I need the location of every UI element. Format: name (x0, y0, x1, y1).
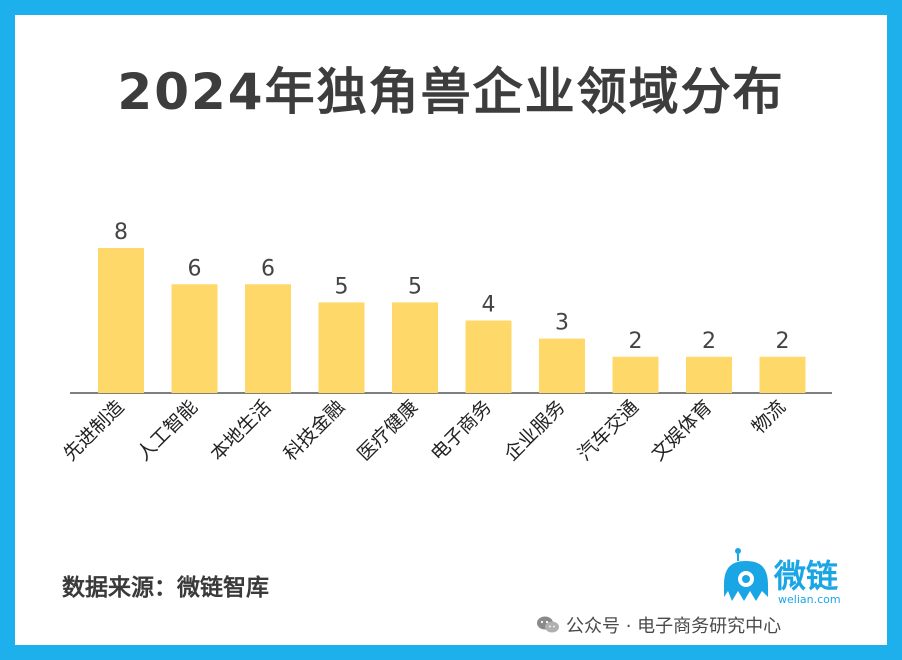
watermark-text: 公众号 · 电子商务研究中心 (566, 616, 782, 637)
data-label: 5 (335, 274, 349, 299)
bar (465, 320, 512, 393)
octopus-mascot-icon (724, 548, 768, 601)
category-label: 先进制造 (59, 396, 128, 465)
bar (686, 356, 732, 393)
logo-name: 微链 (774, 557, 839, 595)
watermark: 公众号 · 电子商务研究中心 (536, 612, 781, 638)
category-label: 电子商务 (427, 396, 496, 465)
category-label: 本地生活 (206, 396, 275, 465)
bar (318, 302, 365, 393)
category-label: 物流 (748, 396, 790, 438)
bar (759, 356, 806, 393)
category-label: 科技金融 (280, 396, 349, 465)
bar (612, 356, 659, 393)
data-source: 数据来源：微链智库 (62, 575, 269, 601)
data-label: 6 (261, 256, 275, 281)
bar (245, 284, 291, 393)
bar (171, 284, 218, 393)
category-label: 医疗健康 (353, 396, 422, 465)
bar (539, 338, 585, 393)
category-label: 企业服务 (500, 396, 569, 465)
chart-card (15, 15, 887, 645)
data-label: 3 (555, 311, 569, 336)
data-label: 2 (629, 329, 643, 354)
category-label: 汽车交通 (574, 396, 643, 465)
category-label: 文娱体育 (647, 396, 716, 465)
data-label: 2 (776, 329, 790, 354)
data-label: 8 (114, 220, 128, 245)
data-label: 6 (188, 256, 202, 281)
chart-title: 2024年独角兽企业领域分布 (117, 63, 785, 121)
logo-domain: welian.com (778, 593, 841, 606)
wechat-icon (537, 616, 559, 633)
category-label: 人工智能 (133, 396, 202, 465)
brand-logo: 微链 welian.com (718, 545, 858, 615)
data-label: 2 (702, 329, 716, 354)
bar (98, 248, 144, 393)
data-label: 5 (408, 274, 422, 299)
bar (392, 302, 438, 393)
data-label: 4 (482, 293, 496, 318)
